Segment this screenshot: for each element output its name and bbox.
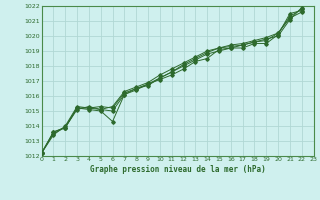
- X-axis label: Graphe pression niveau de la mer (hPa): Graphe pression niveau de la mer (hPa): [90, 165, 266, 174]
